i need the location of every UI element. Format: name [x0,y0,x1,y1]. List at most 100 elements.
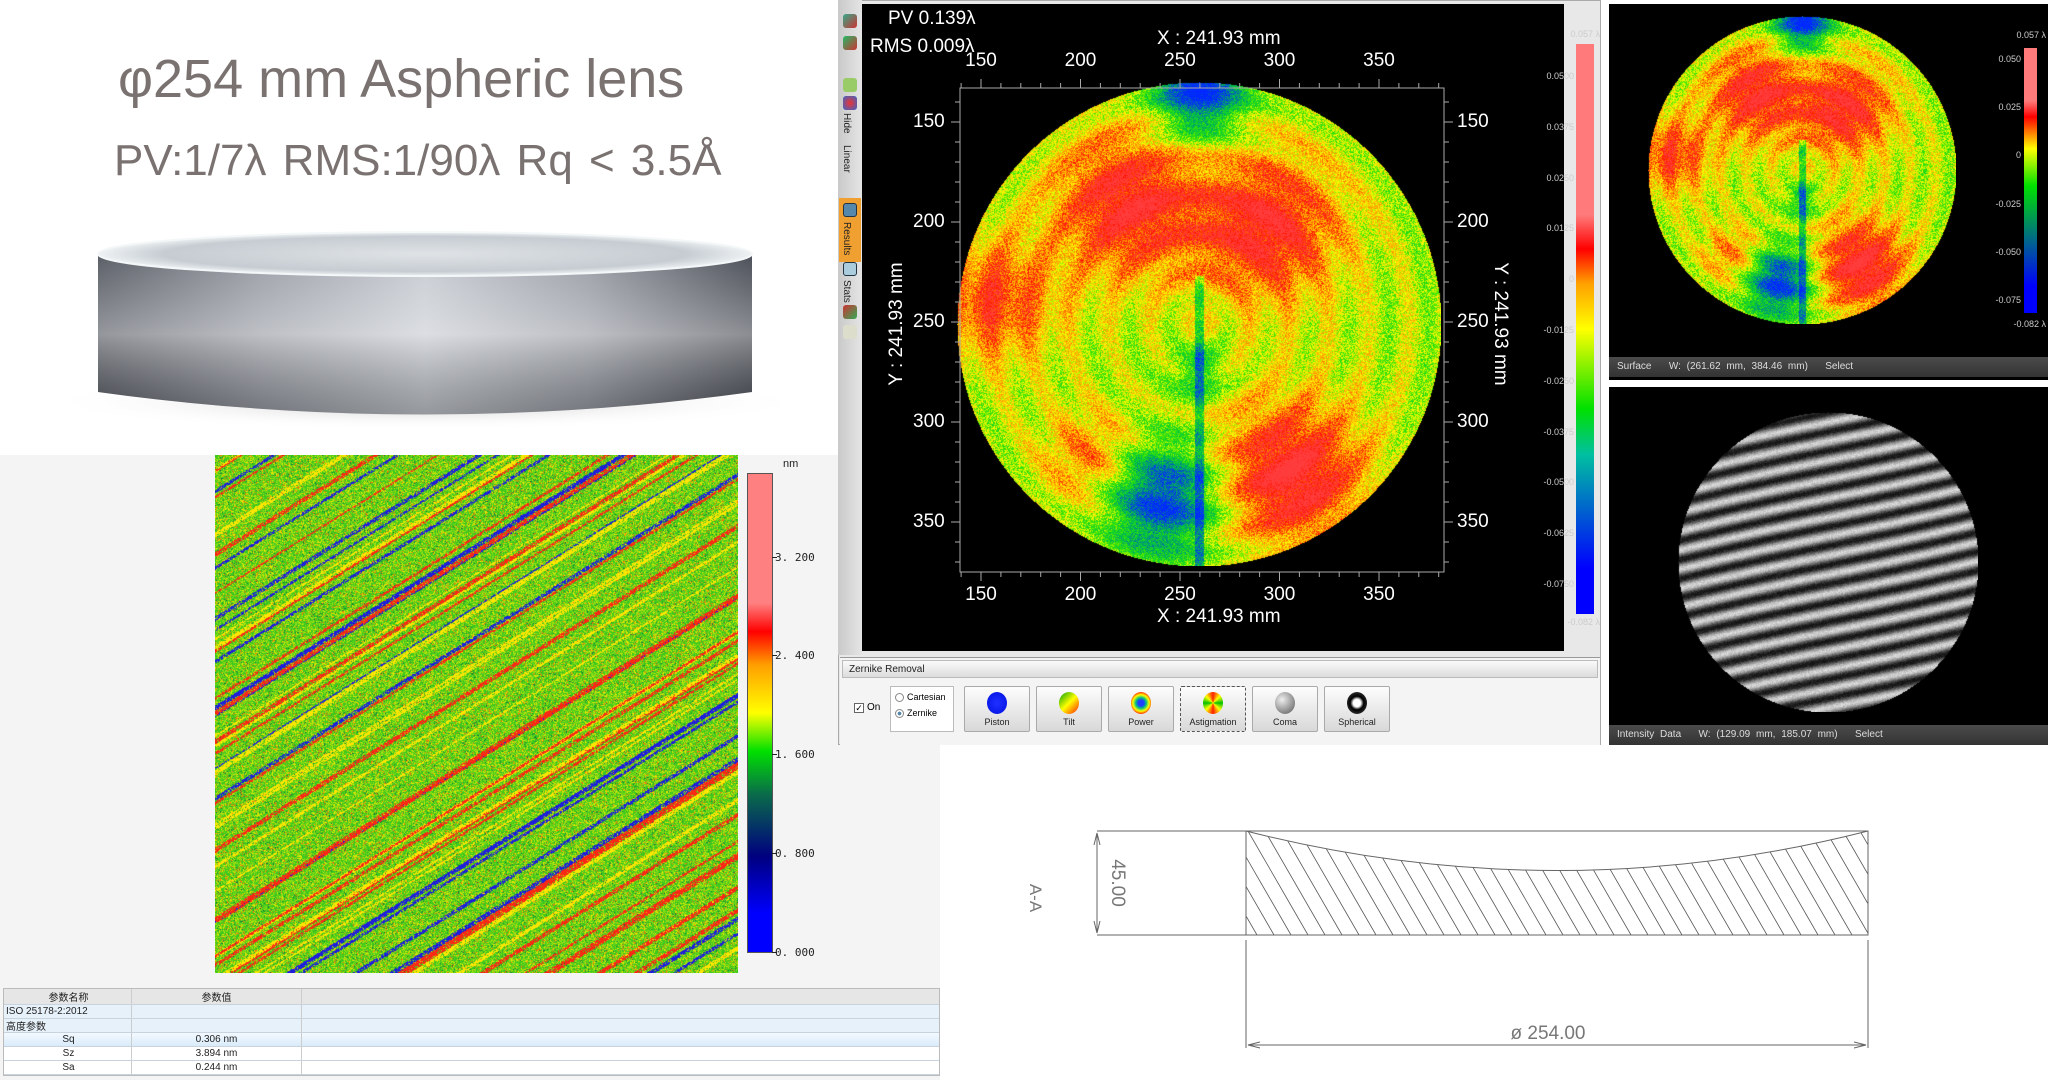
roughness-colorbar-tick: 3. 200 [772,551,815,564]
sidebar-item-results[interactable]: Results [841,222,852,256]
status-mode[interactable]: Select [1854,729,1883,740]
column-header-value[interactable]: 参数值 [132,989,302,1004]
x-axis-title-bottom: X : 241.93 mm [1157,606,1281,627]
zernike-button-label: Astigmation [1189,717,1237,727]
zernike-button-label: Tilt [1063,717,1075,727]
status-type: Intensity Data [1617,729,1682,740]
chart-icon[interactable] [843,305,857,319]
view-3d-icon[interactable] [843,14,857,28]
y-tick-label-right: 350 [1457,511,1489,532]
x-tick-label-bottom: 200 [1064,584,1097,605]
table-row[interactable]: 高度参数 [4,1019,939,1033]
spec-subtitle: PV:1/7λ RMS:1/90λ Rq < 3.5Å [114,136,722,185]
colorbar-tick: 0.0375 [1546,121,1574,132]
row-value: 0.244 nm [132,1061,302,1074]
diameter-dimension: ø 254.00 [1511,1023,1586,1044]
power-icon [1131,692,1151,714]
preview-colorbar-tick: -0.075 [1995,295,2021,305]
y-tick-label-left: 150 [913,111,945,132]
stats-icon [843,262,857,276]
y-tick-label-right: 300 [1457,411,1489,432]
pv-value: PV 0.139λ [888,8,976,29]
colorbar-tick: -0.0375 [1543,426,1574,437]
y-axis-title-left: Y : 241.93 mm [886,262,907,386]
table-row[interactable]: Sa 0.244 nm [4,1061,939,1075]
row-value: 0.306 nm [132,1033,302,1046]
radio-zernike[interactable]: Zernike [895,708,949,718]
view-2d-icon[interactable] [843,36,857,50]
preview-colorbar-tick: 0.025 [1998,102,2021,113]
colorbar-min: -0.082 λ [1567,617,1600,627]
preview-colorbar-min: -0.082 λ [2013,319,2046,329]
color-icon[interactable] [843,96,857,110]
x-axis-title-top: X : 241.93 mm [1157,28,1281,49]
sidebar-item-linear[interactable]: Linear [841,145,852,173]
table-row[interactable]: Sz 3.894 nm [4,1047,939,1061]
y-tick-label-left: 200 [913,211,945,232]
roughness-colorbar-unit: nm [783,458,799,470]
zernike-tilt-button[interactable]: Tilt [1036,686,1102,732]
status-mode[interactable]: Select [1825,361,1854,372]
surface-colorbar [1576,44,1594,614]
layout-icon[interactable] [843,78,857,92]
zernike-panel-title: Zernike Removal [842,660,1598,678]
intensity-status-bar: Intensity Data W: (129.09 mm, 185.07 mm)… [1609,725,2048,745]
sidebar-item-stats[interactable]: Stats [841,280,852,303]
row-name: Sa [4,1061,132,1074]
zernike-astigmation-button[interactable]: Astigmation [1180,686,1246,732]
preview-colorbar-tick: -0.025 [1995,198,2021,209]
section-label: A-A [1026,884,1045,913]
surface-preview-map[interactable] [1648,16,1956,324]
surface-plot-axes [951,79,1453,581]
y-tick-label-left: 350 [913,511,945,532]
status-window: W: (261.62 mm, 384.46 mm) [1668,361,1808,372]
lens-cross-section-drawing: 45.00 A-A ø 254.00 [1026,830,1869,1049]
row-name: Sz [4,1047,132,1060]
sidebar-item-hide[interactable]: Hide [841,113,852,134]
colorbar-tick: -0.0250 [1543,375,1574,386]
zernike-spherical-button[interactable]: Spherical [1324,686,1390,732]
preview-colorbar-tick: -0.050 [1995,246,2021,257]
x-tick-label-top: 150 [965,50,997,71]
astigmatism-icon [1203,692,1223,714]
row-value [132,1005,302,1018]
colorbar-tick: -0.0500 [1543,477,1574,488]
table-row[interactable]: Sq 0.306 nm [4,1033,939,1047]
column-header-name[interactable]: 参数名称 [4,989,132,1004]
status-window: W: (129.09 mm, 185.07 mm) [1698,729,1838,740]
zernike-button-label: Spherical [1338,717,1376,727]
spherical-icon [1347,692,1367,714]
parameter-table: 参数名称 参数值 ISO 25178-2:2012 高度参数 Sq 0.306 n… [3,988,940,1076]
x-tick-label-bottom: 350 [1363,584,1395,605]
colorbar-tick: 0.0125 [1546,223,1574,234]
checkbox-check-icon: ✓ [854,702,864,713]
y-tick-label-right: 200 [1457,211,1489,232]
row-name: Sq [4,1033,132,1046]
zernike-on-checkbox[interactable]: ✓ On [854,702,880,713]
zernike-power-button[interactable]: Power [1108,686,1174,732]
radio-cartesian[interactable]: Cartesian [895,692,949,702]
table-header: 参数名称 参数值 [4,989,939,1005]
rms-value: RMS 0.009λ [870,36,975,57]
y-tick-label-right: 250 [1457,311,1489,332]
zernike-coma-button[interactable]: Coma [1252,686,1318,732]
x-tick-label-top: 350 [1363,50,1395,71]
table-row[interactable]: ISO 25178-2:2012 [4,1005,939,1019]
zernike-button-label: Piston [984,717,1010,727]
page-title: φ254 mm Aspheric lens [118,49,685,109]
radio-label: Cartesian [907,692,946,702]
roughness-colorbar [747,473,773,953]
row-value: 3.894 nm [132,1047,302,1060]
colorbar-tick: 0.0500 [1546,71,1574,81]
x-tick-label-top: 250 [1164,50,1196,71]
x-tick-label-bottom: 300 [1263,584,1296,605]
radio-label: Zernike [907,708,938,718]
tools-icon[interactable] [843,325,857,339]
colorbar-tick: -0.0125 [1543,325,1574,335]
x-tick-label-bottom: 150 [965,584,997,605]
lens-image [40,231,810,430]
intensity-fringe-image [1678,412,1978,712]
zernike-piston-button[interactable]: Piston [964,686,1030,732]
surface-map[interactable] [957,82,1441,566]
colorbar-tick: 0.0250 [1546,172,1574,183]
